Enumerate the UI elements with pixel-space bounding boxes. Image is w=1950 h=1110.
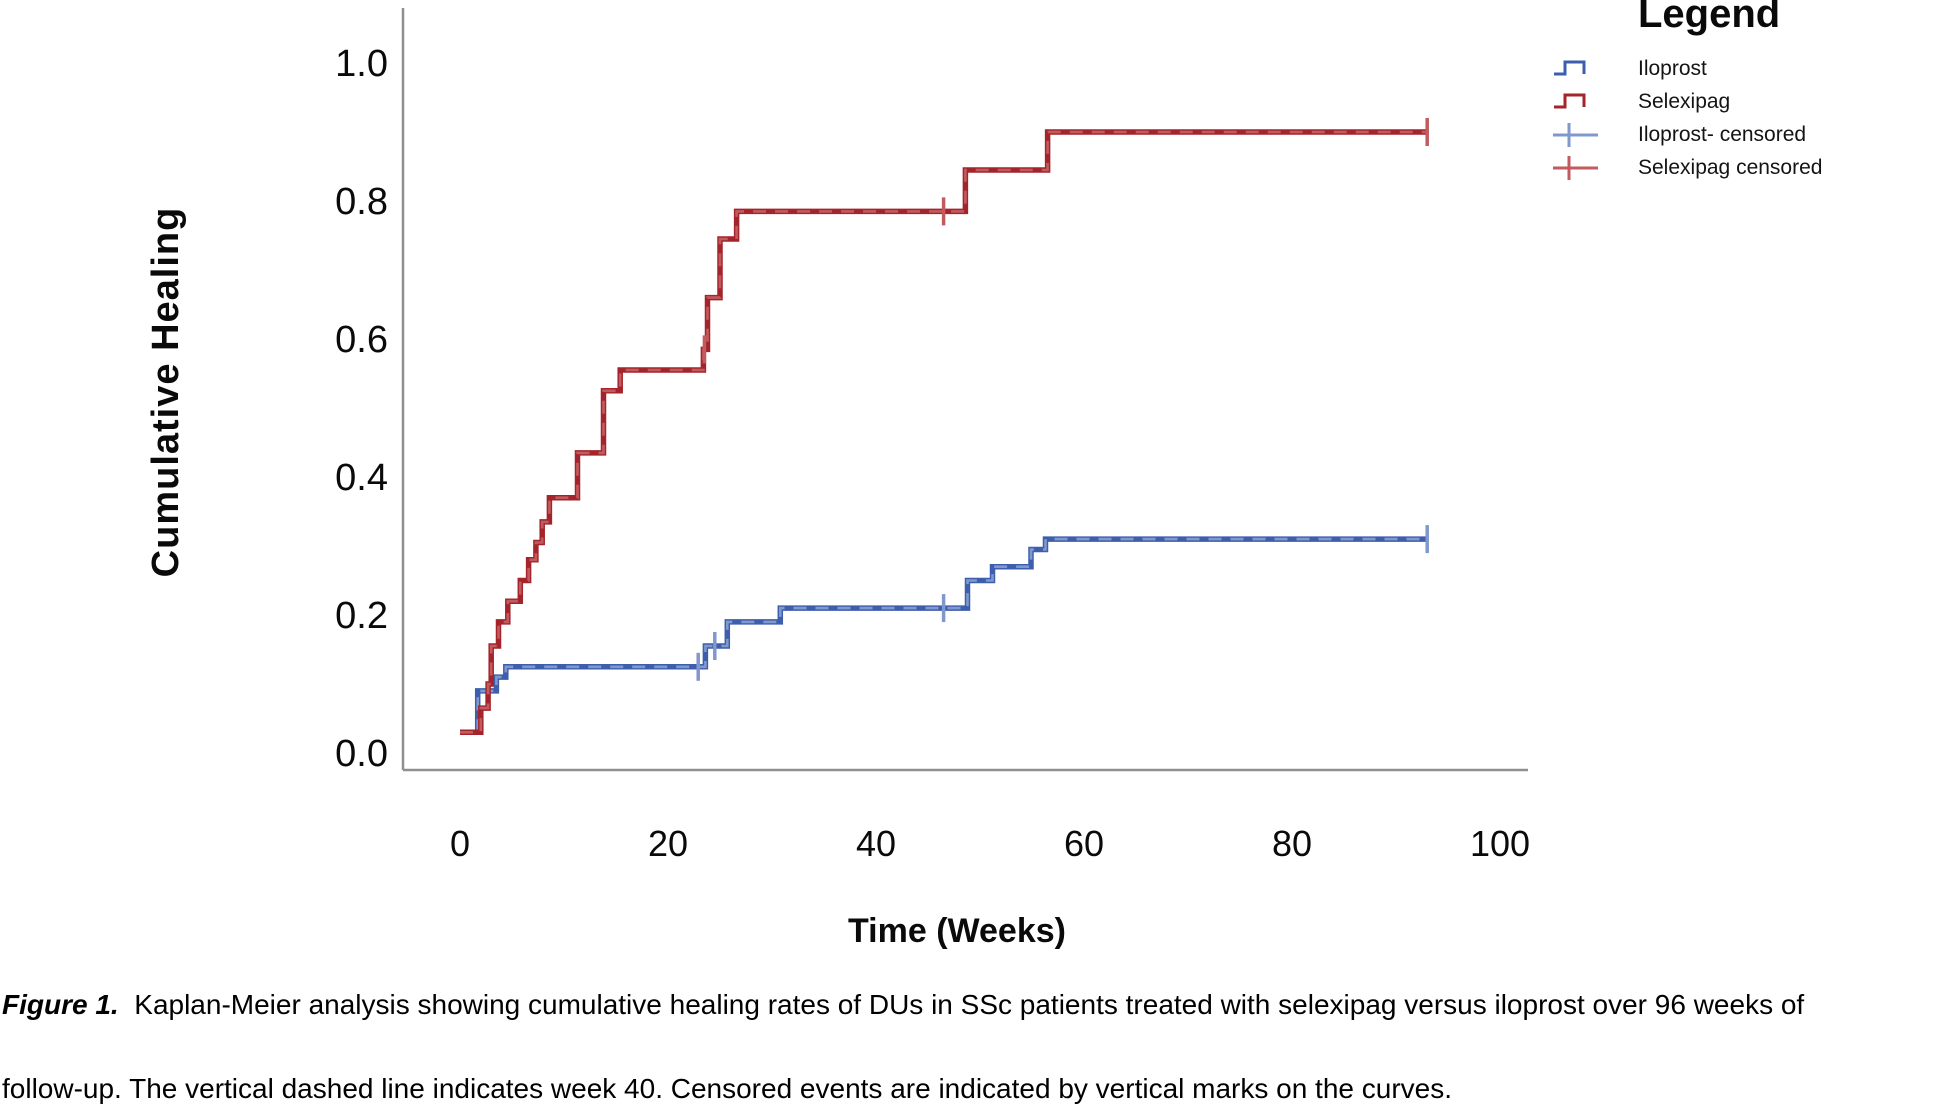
km-plot: 0 20 40 60 80 100 0.0 0.2 0.4 0.6 0.8 1.0 Cumulativ…: [145, 8, 1530, 950]
iloprost-curve: [474, 536, 1428, 733]
plus-tick-icon: [1553, 156, 1598, 180]
y-tick-label: 0.0: [335, 733, 388, 775]
caption-line-1: Kaplan-Meier analysis showing cumulative…: [118, 989, 1805, 1020]
y-tick-label: 0.8: [335, 181, 388, 223]
legend-label: Iloprost: [1638, 57, 1707, 80]
figure-number: Figure 1.: [2, 989, 119, 1020]
step-line-icon: [1554, 93, 1586, 109]
x-tick-label: 80: [1272, 823, 1312, 864]
y-tick-label: 0.2: [335, 595, 388, 637]
legend-label: Selexipag: [1638, 90, 1731, 113]
x-tick-label: 60: [1064, 823, 1104, 864]
legend-item-iloprost-censored: Iloprost- censored: [1552, 119, 1948, 151]
legend-label: Selexipag censored: [1638, 156, 1823, 179]
y-tick-label: 0.4: [335, 457, 388, 499]
km-curves: [460, 118, 1429, 736]
plus-tick-icon: [1553, 123, 1598, 147]
caption-line-2: follow-up. The vertical dashed line indi…: [2, 1073, 1453, 1104]
x-tick-label: 100: [1470, 823, 1530, 864]
y-tick-label: 1.0: [335, 43, 388, 85]
x-tick-label: 40: [856, 823, 896, 864]
x-tick-label: 0: [450, 823, 470, 864]
legend-item-iloprost: Iloprost: [1552, 53, 1948, 85]
legend-item-selexipag-censored: Selexipag censored: [1552, 152, 1948, 184]
step-line-icon: [1554, 60, 1586, 76]
x-tick-label: 20: [648, 823, 688, 864]
y-tick-label: 0.6: [335, 319, 388, 361]
selexipag-curve-dash-overlay: [460, 130, 1428, 734]
legend-item-selexipag: Selexipag: [1552, 86, 1948, 118]
y-axis-title: Cumulative Healing: [145, 207, 187, 578]
legend-label: Iloprost- censored: [1638, 123, 1807, 146]
axis-ticks: 0 20 40 60 80 100 0.0 0.2 0.4 0.6 0.8 1.0: [335, 43, 1530, 864]
legend-title: Legend: [1638, 0, 1781, 36]
iloprost-curve-dash-overlay: [476, 537, 1428, 733]
x-axis-title: Time (Weeks): [848, 912, 1066, 950]
figure-caption: Figure 1. Kaplan-Meier analysis showing …: [2, 984, 1948, 1110]
legend: Legend Iloprost Selexipag Iloprost- cens…: [1552, 0, 1948, 185]
